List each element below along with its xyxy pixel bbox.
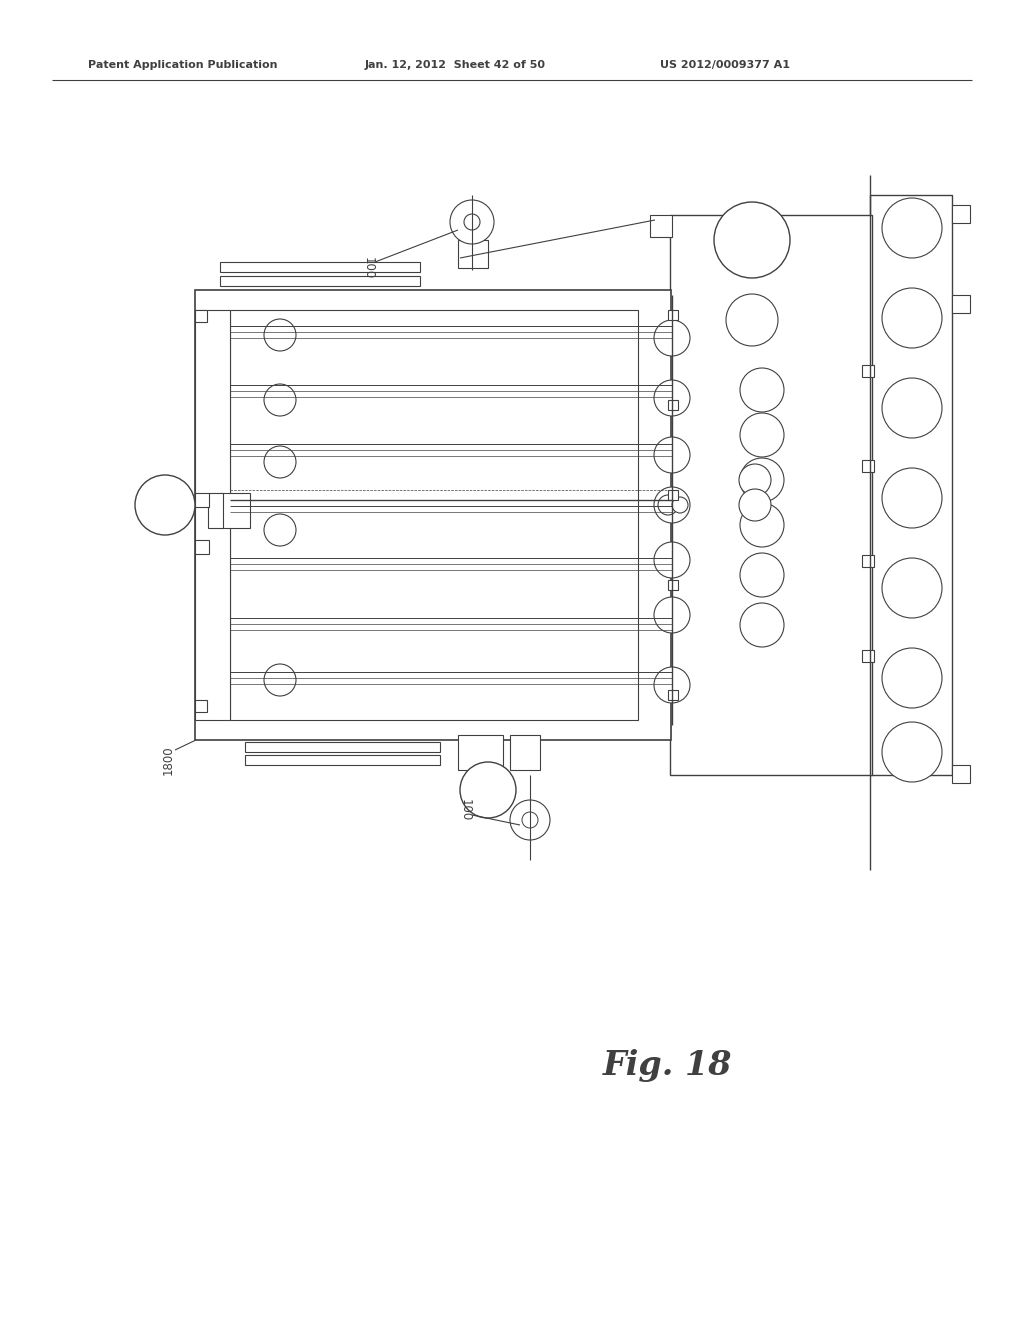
Bar xyxy=(220,276,420,286)
Text: 1800: 1800 xyxy=(162,746,174,775)
Bar xyxy=(195,290,671,741)
Bar xyxy=(862,649,874,663)
Bar xyxy=(668,400,678,411)
Bar xyxy=(195,540,209,554)
Circle shape xyxy=(882,288,942,348)
Circle shape xyxy=(654,380,690,416)
Bar xyxy=(230,310,638,719)
Bar xyxy=(668,579,678,590)
Bar xyxy=(668,490,678,500)
Bar xyxy=(245,755,440,766)
Circle shape xyxy=(658,495,678,515)
Text: Jan. 12, 2012  Sheet 42 of 50: Jan. 12, 2012 Sheet 42 of 50 xyxy=(365,59,546,70)
Bar xyxy=(245,742,440,752)
Circle shape xyxy=(882,469,942,528)
Circle shape xyxy=(654,667,690,704)
Circle shape xyxy=(739,465,771,496)
Circle shape xyxy=(882,198,942,257)
Circle shape xyxy=(450,201,494,244)
Bar xyxy=(668,310,678,319)
Circle shape xyxy=(654,597,690,634)
Circle shape xyxy=(740,553,784,597)
Circle shape xyxy=(882,378,942,438)
Circle shape xyxy=(264,446,296,478)
Circle shape xyxy=(264,513,296,546)
Bar xyxy=(862,459,874,473)
Circle shape xyxy=(739,488,771,521)
Bar xyxy=(458,735,503,770)
Circle shape xyxy=(740,503,784,546)
Bar xyxy=(220,492,250,528)
Circle shape xyxy=(654,437,690,473)
Bar xyxy=(862,366,874,378)
Bar xyxy=(220,261,420,272)
Circle shape xyxy=(740,458,784,502)
Circle shape xyxy=(882,558,942,618)
Bar xyxy=(510,735,540,770)
Circle shape xyxy=(522,812,538,828)
Bar xyxy=(195,310,230,719)
Circle shape xyxy=(264,319,296,351)
Bar xyxy=(952,294,970,313)
Bar xyxy=(195,492,209,507)
Bar xyxy=(208,492,223,528)
Bar xyxy=(870,195,952,775)
Circle shape xyxy=(882,648,942,708)
Circle shape xyxy=(654,487,690,523)
Circle shape xyxy=(135,475,195,535)
Text: 100: 100 xyxy=(361,257,375,279)
Bar xyxy=(952,766,970,783)
Text: 100: 100 xyxy=(459,799,471,821)
Circle shape xyxy=(654,543,690,578)
Bar xyxy=(670,215,872,775)
Bar xyxy=(862,554,874,568)
Text: US 2012/0009377 A1: US 2012/0009377 A1 xyxy=(660,59,790,70)
Circle shape xyxy=(460,762,516,818)
Bar xyxy=(195,310,207,322)
Circle shape xyxy=(740,413,784,457)
Bar xyxy=(952,205,970,223)
Circle shape xyxy=(464,214,480,230)
Bar xyxy=(195,700,207,711)
Circle shape xyxy=(654,319,690,356)
Bar xyxy=(650,215,672,238)
Circle shape xyxy=(714,202,790,279)
Circle shape xyxy=(740,603,784,647)
Circle shape xyxy=(264,664,296,696)
Circle shape xyxy=(740,368,784,412)
Circle shape xyxy=(726,294,778,346)
Bar xyxy=(668,690,678,700)
Circle shape xyxy=(264,384,296,416)
Circle shape xyxy=(882,722,942,781)
Text: Fig. 18: Fig. 18 xyxy=(603,1048,733,1081)
Text: Patent Application Publication: Patent Application Publication xyxy=(88,59,278,70)
Bar xyxy=(458,240,488,268)
Circle shape xyxy=(510,800,550,840)
Circle shape xyxy=(672,498,688,513)
